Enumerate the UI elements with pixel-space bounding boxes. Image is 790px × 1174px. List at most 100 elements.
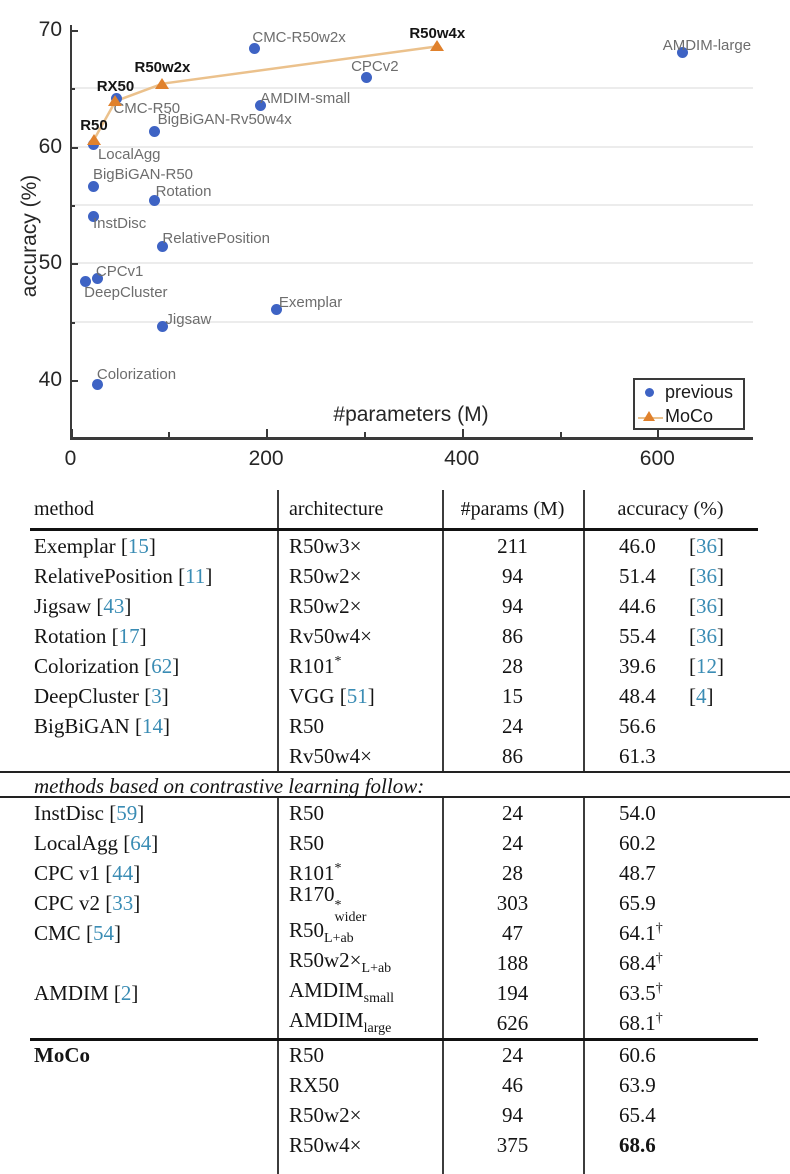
legend-label-previous: previous xyxy=(665,382,734,402)
dagger-footnote-mark: † xyxy=(655,980,663,996)
architecture-name: Rv50w4× xyxy=(289,743,373,768)
y-tick-60 xyxy=(70,146,78,149)
y-tick-50 xyxy=(70,263,78,266)
dagger-footnote-mark: † xyxy=(655,1010,663,1026)
architecture-cell: AMDIMlarge xyxy=(277,1008,442,1037)
citation-link[interactable]: 36 xyxy=(696,563,717,588)
table-row: R50w2×L+ab 188 68.4† xyxy=(0,948,790,978)
architecture-name: R50w2× xyxy=(289,1103,362,1127)
accuracy-cell: 54.0 xyxy=(583,801,790,826)
moco-marker-icon xyxy=(643,411,655,421)
accuracy-cell: 68.4† xyxy=(583,951,790,976)
method-name: CPC v2 xyxy=(34,890,100,915)
y-tick-40 xyxy=(70,379,78,382)
citation-link[interactable]: 43 xyxy=(103,593,125,618)
table-rule xyxy=(30,1038,758,1041)
data-point-Colorization xyxy=(92,379,104,391)
data-point-Jigsaw xyxy=(156,320,168,332)
architecture-superscript: * xyxy=(334,653,342,669)
method-cell: MoCo xyxy=(0,1043,277,1068)
method-citation: 44 xyxy=(105,861,140,885)
architecture-name: R101 xyxy=(289,653,335,678)
architecture-name: R50 xyxy=(289,830,325,855)
citation-link[interactable]: 36 xyxy=(696,623,717,648)
citation-link[interactable]: 12 xyxy=(696,653,717,678)
params-cell: 303 xyxy=(496,890,529,915)
data-point-DeepCluster xyxy=(79,276,91,288)
citation-link[interactable]: 36 xyxy=(696,533,717,558)
architecture-cell: R50 xyxy=(277,714,442,739)
architecture-name: R50 xyxy=(289,918,325,943)
accuracy-value: 55.4 xyxy=(619,623,656,648)
method-cell: InstDisc 59 xyxy=(0,801,277,826)
citation-link[interactable]: 4 xyxy=(696,683,707,708)
citation-link[interactable]: 51 xyxy=(346,683,368,708)
citation-link[interactable]: 14 xyxy=(141,713,163,738)
table-body: Exemplar 15R50w3×21146.036RelativePositi… xyxy=(0,528,790,1161)
citation-link[interactable]: 36 xyxy=(696,593,717,618)
method-cell: DeepCluster 3 xyxy=(0,684,277,709)
architecture-superscript: * xyxy=(334,860,342,876)
method-cell: Rotation 17 xyxy=(0,624,277,649)
method-name: DeepCluster xyxy=(34,683,139,708)
accuracy-citation: 36 xyxy=(689,564,724,588)
table-row: Jigsaw 43 R50w2× 94 44.6 36 xyxy=(0,591,790,621)
gridline-50 xyxy=(70,262,753,265)
citation-link[interactable]: 64 xyxy=(130,830,152,855)
architecture-cell: R50 xyxy=(277,801,442,826)
y-minortick-45 xyxy=(70,321,75,324)
citation-link[interactable]: 62 xyxy=(151,653,173,678)
x-minortick-500 xyxy=(559,432,562,437)
x-tick-600 xyxy=(657,429,660,437)
table-row: BigBiGAN 14 R50 24 56.6 xyxy=(0,711,790,741)
gridline-45 xyxy=(70,320,753,323)
method-cell: Exemplar 15 xyxy=(0,534,277,559)
x-minortick-300 xyxy=(363,432,366,437)
citation-link[interactable]: 3 xyxy=(151,683,162,708)
point-label-Colorization: Colorization xyxy=(96,365,177,383)
accuracy-citation: 36 xyxy=(689,594,724,618)
citation-link[interactable]: 17 xyxy=(118,623,140,648)
architecture-name: R50w3× xyxy=(289,533,362,558)
accuracy-value: 48.4 xyxy=(619,683,656,708)
accuracy-value: 60.2 xyxy=(619,830,656,855)
citation-link[interactable]: 11 xyxy=(185,563,206,588)
method-name: BigBiGAN xyxy=(34,713,130,738)
citation-link[interactable]: 59 xyxy=(116,800,138,825)
params-cell: 211 xyxy=(497,533,528,558)
point-label-Rotation: Rotation xyxy=(155,183,212,201)
method-citation: 11 xyxy=(178,564,212,588)
method-name: AMDIM xyxy=(34,980,109,1005)
accuracy-value: 63.5† xyxy=(619,980,663,1005)
architecture-name: R50 xyxy=(289,800,325,825)
method-citation: 17 xyxy=(112,624,147,648)
accuracy-value: 68.4† xyxy=(619,950,663,975)
accuracy-cell: 51.4 36 xyxy=(583,564,790,589)
section-divider: methods based on contrastive learning fo… xyxy=(0,771,790,798)
method-cell: BigBiGAN 14 xyxy=(0,714,277,739)
y-axis-spine xyxy=(70,25,72,439)
citation-link[interactable]: 2 xyxy=(120,980,132,1005)
table-row: DeepCluster 3VGG 511548.44 xyxy=(0,681,790,711)
citation-link[interactable]: 54 xyxy=(92,920,114,945)
data-point-InstDisc xyxy=(88,211,100,223)
x-tick-label-400: 400 xyxy=(444,447,480,470)
x-axis-label: #parameters (M) xyxy=(333,403,489,426)
method-cell: CPC v1 44 xyxy=(0,861,277,886)
params-cell: 188 xyxy=(496,950,529,975)
architecture-cell: RX50 xyxy=(277,1073,442,1098)
point-label-BigBiGAN-Rv50w4x: BigBiGAN-Rv50w4x xyxy=(157,111,292,129)
method-citation: 62 xyxy=(144,654,179,678)
table-header-row: method architecture #params (M) accuracy… xyxy=(0,490,790,528)
citation-link[interactable]: 15 xyxy=(127,533,149,558)
previous-marker-icon xyxy=(645,388,654,397)
accuracy-value: 46.0 xyxy=(619,533,656,558)
citation-link[interactable]: 44 xyxy=(112,860,134,885)
citation-link[interactable]: 33 xyxy=(112,890,134,915)
point-label-DeepCluster: DeepCluster xyxy=(84,283,168,301)
point-label-AMDIM-large: AMDIM-large xyxy=(662,37,752,55)
architecture-cell: R50w2×L+ab xyxy=(277,948,442,977)
data-point-R50w2x xyxy=(155,77,170,89)
header-architecture: architecture xyxy=(289,497,384,520)
